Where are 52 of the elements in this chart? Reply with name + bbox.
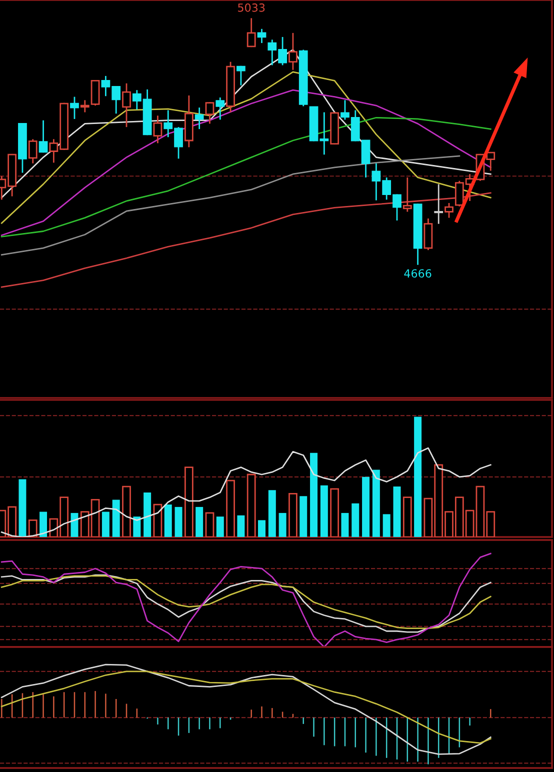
bar [112, 500, 120, 538]
candlestick [122, 82, 131, 128]
candlestick [216, 96, 225, 120]
bar [237, 515, 245, 538]
candlestick [80, 99, 90, 113]
bar [164, 504, 172, 538]
bar [144, 492, 152, 538]
bar [246, 474, 256, 538]
bar [278, 512, 286, 538]
bar [382, 514, 390, 538]
bar [300, 496, 308, 538]
bar [414, 416, 422, 538]
candlestick [288, 32, 298, 71]
candlestick [205, 101, 214, 124]
candlestick [90, 79, 100, 106]
bar [226, 480, 235, 538]
candlestick [236, 65, 246, 86]
candlestick [70, 96, 79, 120]
candlestick [28, 138, 38, 164]
candlestick [153, 114, 162, 144]
annotation: 4666 [404, 269, 432, 278]
bar [216, 516, 224, 538]
bar [402, 496, 412, 538]
bar [310, 452, 318, 538]
candlestick [194, 106, 204, 130]
bar [28, 519, 38, 538]
bar [153, 504, 162, 538]
bar [205, 512, 214, 538]
bar [372, 470, 380, 538]
bar [393, 486, 401, 538]
bar [288, 493, 298, 538]
bar [174, 506, 182, 538]
bar [258, 520, 266, 538]
candlestick [257, 28, 266, 44]
candlestick [38, 120, 48, 154]
bar [330, 488, 340, 538]
bar [40, 512, 48, 538]
bar [133, 516, 141, 538]
bar [184, 466, 194, 538]
bar [18, 479, 26, 538]
candlestick [486, 152, 496, 172]
annotation: 5033 [238, 3, 265, 12]
candlestick [246, 17, 256, 48]
bar [341, 512, 349, 538]
bar [196, 506, 204, 538]
bar [122, 486, 131, 538]
bar [362, 476, 370, 538]
bar [268, 490, 276, 538]
bar [70, 512, 78, 538]
bar [352, 503, 360, 538]
bar [102, 512, 110, 538]
bar [320, 485, 328, 538]
